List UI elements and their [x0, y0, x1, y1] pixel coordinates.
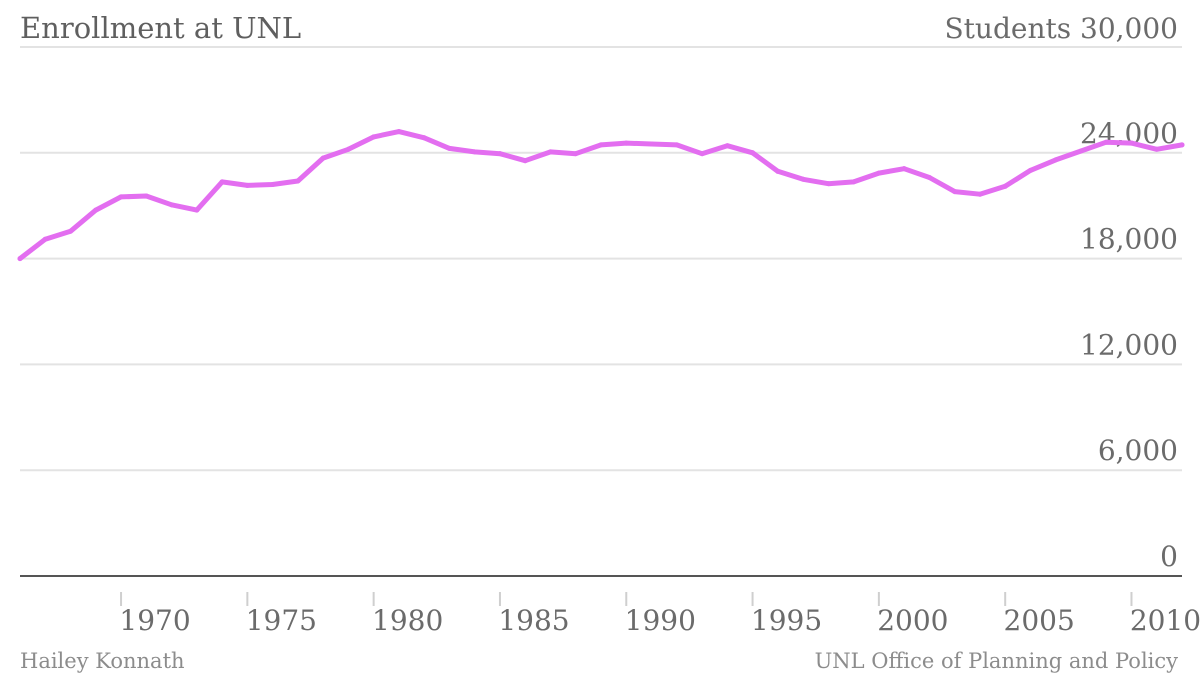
data-points [17, 129, 1185, 262]
data-point [1002, 183, 1008, 189]
data-point [143, 193, 149, 199]
data-point [522, 158, 528, 164]
data-point [724, 143, 730, 149]
data-point [547, 149, 553, 155]
data-point [497, 151, 503, 157]
data-point [1128, 140, 1134, 146]
data-point [345, 146, 351, 152]
data-point [800, 176, 806, 182]
y-tick-label: 12,000 [1080, 328, 1178, 361]
data-point [623, 140, 629, 146]
data-point [169, 202, 175, 208]
x-tick-label: 2005 [1004, 604, 1075, 637]
y-tick-label: 6,000 [1098, 434, 1178, 467]
data-point [851, 179, 857, 185]
data-point [750, 150, 756, 156]
data-point [472, 149, 478, 155]
data-point [1179, 142, 1185, 148]
data-point [17, 256, 23, 262]
data-point [674, 142, 680, 148]
x-tick-label: 1980 [372, 604, 443, 637]
gridlines [20, 46, 1182, 577]
data-point [1027, 167, 1033, 173]
data-point [775, 168, 781, 174]
data-point [1154, 146, 1160, 152]
data-point [901, 166, 907, 172]
data-point [649, 141, 655, 147]
x-tick-label: 1970 [119, 604, 190, 637]
data-point [421, 135, 427, 141]
data-point [93, 207, 99, 213]
series-line [17, 129, 1185, 262]
data-point [446, 145, 452, 151]
data-point [118, 194, 124, 200]
data-point [876, 170, 882, 176]
data-point [396, 129, 402, 135]
x-tick-label: 2000 [877, 604, 948, 637]
data-point [42, 236, 48, 242]
data-point [1053, 157, 1059, 163]
data-point [270, 182, 276, 188]
data-point [699, 151, 705, 157]
data-point [573, 151, 579, 157]
x-tick-label: 2010 [1130, 604, 1200, 637]
data-point [219, 179, 225, 185]
data-point [244, 182, 250, 188]
data-point [295, 178, 301, 184]
y-axis-label-top-tick: Students 30,000 [945, 12, 1179, 45]
data-point [1078, 148, 1084, 154]
x-tick-label: 1985 [498, 604, 569, 637]
data-point [1103, 139, 1109, 145]
y-tick-label: 0 [1160, 540, 1178, 573]
source-credit: UNL Office of Planning and Policy [815, 649, 1179, 673]
data-point [926, 174, 932, 180]
y-tick-label: 18,000 [1080, 223, 1178, 256]
author-credit: Hailey Konnath [20, 649, 185, 673]
x-tick-label: 1975 [246, 604, 317, 637]
data-point [977, 191, 983, 197]
data-point [68, 228, 74, 234]
data-point [952, 189, 958, 195]
data-point [194, 207, 200, 213]
x-tick-labels: 1970 1975 1980 1985 1990 1995 2000 2005 2010 [119, 592, 1200, 637]
data-point [825, 181, 831, 187]
data-point [371, 134, 377, 140]
data-point [320, 155, 326, 161]
chart-title: Enrollment at UNL [20, 11, 301, 45]
x-tick-label: 1990 [625, 604, 696, 637]
x-tick-label: 1995 [751, 604, 822, 637]
data-point [598, 142, 604, 148]
